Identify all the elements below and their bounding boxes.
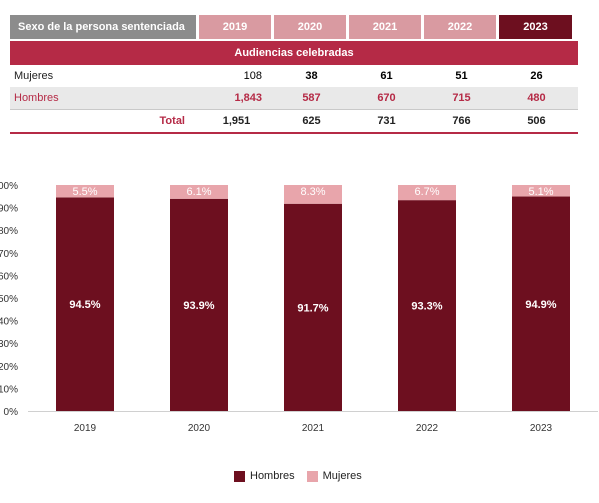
bar-mujeres-2021: [284, 185, 342, 204]
data-label-mujeres-2019: 5.5%: [72, 186, 97, 198]
header-year-2022: 2022: [424, 15, 496, 39]
data-table: Sexo de la persona sentenciada 2019 2020…: [10, 15, 578, 134]
bar-hombres-2022: [398, 200, 456, 411]
cell: 61: [380, 70, 393, 82]
cell: 1,951: [222, 115, 251, 127]
y-tick-label: 40%: [0, 317, 18, 328]
legend-item-hombres: Hombres: [234, 470, 295, 482]
total-label: Total: [159, 115, 185, 127]
bar-hombres-2021: [284, 203, 342, 411]
bar-hombres-2019: [56, 197, 114, 411]
table-row-hombres: Hombres 1,843 587 670 715 480: [10, 87, 578, 109]
y-tick-label: 70%: [0, 249, 18, 260]
data-label-mujeres-2020: 6.1%: [186, 186, 211, 198]
data-label-hombres-2020: 93.9%: [183, 300, 214, 312]
data-label-mujeres-2022: 6.7%: [414, 186, 439, 198]
cell: 26: [530, 70, 543, 82]
y-tick-label: 100%: [0, 181, 18, 192]
cell: 731: [377, 115, 396, 127]
x-tick-label-2023: 2023: [530, 423, 553, 434]
header-year-2019: 2019: [199, 15, 271, 39]
data-label-hombres-2022: 93.3%: [411, 301, 442, 313]
row-label: Mujeres: [14, 70, 54, 82]
header-year-2021: 2021: [349, 15, 421, 39]
legend-label-hombres: Hombres: [250, 470, 295, 482]
bar-mujeres-2022: [398, 185, 456, 201]
row-label: Hombres: [14, 92, 59, 104]
cell: 587: [302, 92, 321, 104]
cell: 715: [452, 92, 471, 104]
bar-mujeres-2020: [170, 185, 228, 199]
cell: 51: [455, 70, 468, 82]
header-year-2023: 2023: [499, 15, 572, 39]
data-label-hombres-2021: 91.7%: [297, 302, 328, 314]
x-tick-label-2022: 2022: [416, 423, 439, 434]
y-tick-label: 30%: [0, 339, 18, 350]
legend-label-mujeres: Mujeres: [322, 470, 362, 482]
bar-hombres-2023: [512, 196, 570, 411]
table-row-total: Total 1,951 625 731 766 506: [10, 109, 578, 134]
y-tick-label: 60%: [0, 271, 18, 282]
header-sexo: Sexo de la persona sentenciada: [10, 15, 196, 39]
data-label-mujeres-2021: 8.3%: [300, 186, 325, 198]
y-tick-label: 10%: [0, 384, 18, 395]
cell: 766: [452, 115, 471, 127]
table-header-row: Sexo de la persona sentenciada 2019 2020…: [10, 15, 578, 39]
table-row-mujeres: Mujeres 108 38 61 51 26: [10, 65, 578, 87]
data-label-hombres-2023: 94.9%: [525, 299, 556, 311]
data-label-mujeres-2023: 5.1%: [528, 186, 553, 198]
legend-swatch-hombres: [234, 470, 245, 482]
cell: 108: [243, 70, 262, 82]
legend-swatch-mujeres: [306, 470, 318, 482]
header-year-2020: 2020: [274, 15, 346, 39]
cell: 625: [302, 115, 321, 127]
bar-mujeres-2023: [512, 185, 570, 197]
stacked-bar-chart: 0% 10% 20% 30% 40% 50% 60% 70% 80% 90% 100% 94.5% 5.…: [0, 181, 598, 434]
band-audiencias: Audiencias celebradas: [10, 41, 578, 65]
data-label-hombres-2019: 94.5%: [69, 299, 100, 311]
cell: 38: [305, 70, 318, 82]
cell: 480: [527, 92, 546, 104]
y-tick-label: 80%: [0, 226, 18, 237]
x-tick-label-2021: 2021: [302, 423, 325, 434]
cell: 1,843: [234, 92, 262, 104]
x-tick-label-2019: 2019: [74, 423, 97, 434]
bar-hombres-2020: [170, 198, 228, 411]
y-tick-label: 20%: [0, 362, 18, 373]
y-tick-label: 90%: [0, 204, 18, 215]
y-tick-label: 0%: [4, 407, 19, 418]
cell: 506: [527, 115, 546, 127]
chart-legend: Hombres Mujeres: [234, 470, 374, 482]
x-tick-label-2020: 2020: [188, 423, 211, 434]
bar-mujeres-2019: [56, 185, 114, 198]
cell: 670: [377, 92, 396, 104]
legend-item-mujeres: Mujeres: [306, 470, 362, 482]
y-tick-label: 50%: [0, 294, 18, 305]
